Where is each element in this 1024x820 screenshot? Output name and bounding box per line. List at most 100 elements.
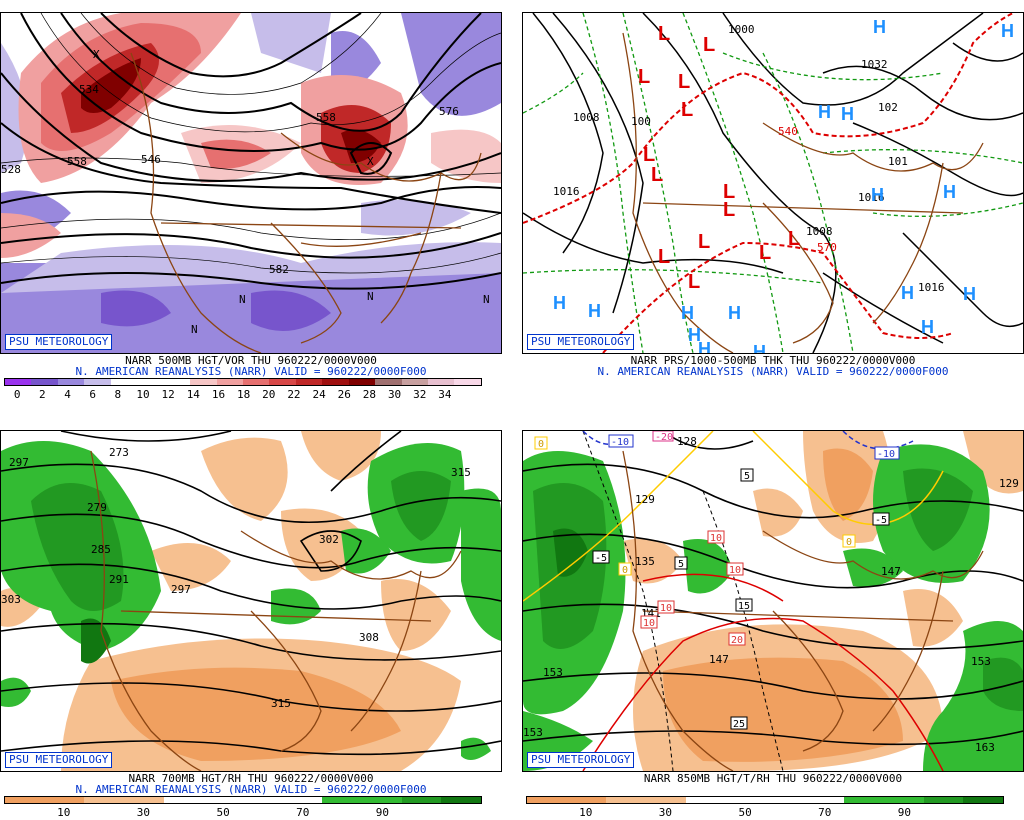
colorbar-swatch [401, 797, 442, 803]
svg-text:291: 291 [109, 573, 129, 586]
colorbar-tick-label: 50 [216, 806, 230, 819]
colorbar-swatch [282, 797, 323, 803]
svg-text:H: H [753, 342, 766, 353]
svg-text:H: H [841, 104, 854, 124]
svg-text:285: 285 [91, 543, 111, 556]
svg-text:570: 570 [817, 241, 837, 254]
svg-text:273: 273 [109, 446, 129, 459]
colorbar-tick-label: 10 [579, 806, 593, 819]
colorbar-swatch [884, 797, 924, 803]
colorbar-swatch [269, 379, 296, 385]
svg-text:0: 0 [622, 565, 628, 576]
svg-text:558: 558 [316, 111, 336, 124]
colorbar-swatch [441, 797, 482, 803]
svg-text:135: 135 [635, 555, 655, 568]
svg-text:534: 534 [79, 83, 99, 96]
svg-text:147: 147 [709, 653, 729, 666]
colorbar-ticks: 0 2 4 6 8 10 12 14 16 18 20 22 24 26 28 30 32 34 [4, 388, 482, 401]
colorbar-swatch [375, 379, 402, 385]
colorbar-tick-label: 8 [114, 388, 122, 401]
colorbar-tick-label: 90 [897, 806, 912, 819]
svg-text:540: 540 [778, 125, 798, 138]
pressure-map[interactable]: 1000 1032 1008 100 1016 102 101 1016 101… [522, 12, 1024, 354]
svg-text:L: L [638, 66, 650, 88]
colorbar-swatch [566, 797, 607, 803]
colorbar-swatch [685, 797, 726, 803]
svg-text:102: 102 [878, 101, 898, 114]
colorbar-swatch [163, 379, 191, 385]
svg-text:L: L [658, 246, 670, 268]
colorbar-tick-label: 10 [57, 806, 71, 819]
svg-text:H: H [553, 293, 566, 313]
colorbar-swatch [124, 797, 164, 803]
svg-text:0: 0 [846, 537, 852, 548]
svg-text:L: L [643, 144, 655, 166]
colorbar-swatch [454, 379, 481, 385]
svg-text:576: 576 [439, 105, 459, 118]
svg-text:15: 15 [738, 601, 750, 612]
svg-text:297: 297 [9, 456, 29, 469]
panel-850mb-temp-rh: 128 129 135 141 147 153 153 147 129 163 … [522, 418, 1024, 820]
psu-meteorology-badge[interactable]: PSU METEOROLOGY [5, 752, 113, 768]
colorbar-ticks: 10 30 50 70 90 [526, 806, 1004, 819]
colorbar-ticks: 10 30 50 70 90 [4, 806, 482, 819]
svg-text:L: L [681, 99, 693, 121]
svg-text:-5: -5 [595, 553, 607, 564]
panel-valid-time: N. AMERICAN REANALYSIS (NARR) VALID = 96… [75, 783, 427, 796]
panel-700mb-rh: 273 279 285 291 297 302 308 315 303 297 … [0, 418, 502, 820]
colorbar-tick-label: 30 [658, 806, 673, 819]
colorbar-swatch [190, 379, 217, 385]
colorbar-tick-label: 34 [438, 388, 452, 401]
psu-meteorology-badge[interactable]: PSU METEOROLOGY [527, 752, 635, 768]
svg-text:163: 163 [975, 741, 995, 754]
rh850-map[interactable]: 128 129 135 141 147 153 153 147 129 163 … [522, 430, 1024, 772]
colorbar-tick-label: 32 [413, 388, 427, 401]
svg-text:H: H [921, 317, 934, 337]
colorbar-swatch [428, 379, 455, 385]
svg-text:H: H [681, 303, 694, 323]
colorbar-swatch [5, 797, 45, 803]
colorbar-tick-label: 90 [375, 806, 390, 819]
rh700-map[interactable]: 273 279 285 291 297 302 308 315 303 297 … [0, 430, 502, 772]
vorticity-map[interactable]: 534 546 558 576 558 582 528 N N N N X X … [0, 12, 502, 354]
panel-title: NARR 850MB HGT/T/RH THU 960222/0000V000 [643, 772, 903, 785]
svg-text:528: 528 [1, 163, 21, 176]
colorbar-tick-label: 26 [337, 388, 351, 401]
colorbar-swatch [401, 379, 428, 385]
colorbar-swatch [110, 379, 138, 385]
isobar-labels: 1000 1032 1008 100 1016 102 101 1016 101… [553, 23, 945, 294]
svg-text:H: H [818, 102, 831, 122]
colorbar-swatch [44, 797, 85, 803]
svg-text:H: H [588, 301, 601, 321]
colorbar-swatch [923, 797, 964, 803]
svg-text:L: L [759, 242, 771, 264]
svg-text:H: H [963, 284, 976, 304]
svg-text:H: H [728, 303, 741, 323]
svg-text:0: 0 [538, 439, 544, 450]
colorbar-swatch [804, 797, 845, 803]
panel-title: NARR PRS/1000-500MB THK THU 960222/0000V… [630, 354, 916, 367]
svg-text:L: L [788, 228, 800, 250]
svg-text:1032: 1032 [861, 58, 888, 71]
colorbar-swatch [527, 797, 567, 803]
colorbar-swatch [31, 379, 58, 385]
psu-meteorology-badge[interactable]: PSU METEOROLOGY [527, 334, 635, 350]
colorbar-swatch [362, 797, 402, 803]
svg-text:129: 129 [999, 477, 1019, 490]
svg-text:L: L [723, 181, 735, 203]
panel-title: NARR 700MB HGT/RH THU 960222/0000V000 [128, 772, 374, 785]
svg-text:-5: -5 [875, 515, 887, 526]
svg-text:L: L [688, 271, 700, 293]
svg-text:N: N [239, 293, 246, 306]
svg-text:5: 5 [744, 471, 750, 482]
colorbar-swatch [295, 379, 323, 385]
psu-meteorology-badge[interactable]: PSU METEOROLOGY [5, 334, 113, 350]
colorbar-swatch [84, 797, 125, 803]
svg-text:-10: -10 [877, 449, 895, 460]
svg-text:128: 128 [677, 435, 697, 448]
colorbar-tick-label: 2 [39, 388, 46, 401]
svg-text:N: N [483, 293, 490, 306]
panel-title: NARR 500MB HGT/VOR THU 960222/0000V000 [125, 354, 377, 367]
